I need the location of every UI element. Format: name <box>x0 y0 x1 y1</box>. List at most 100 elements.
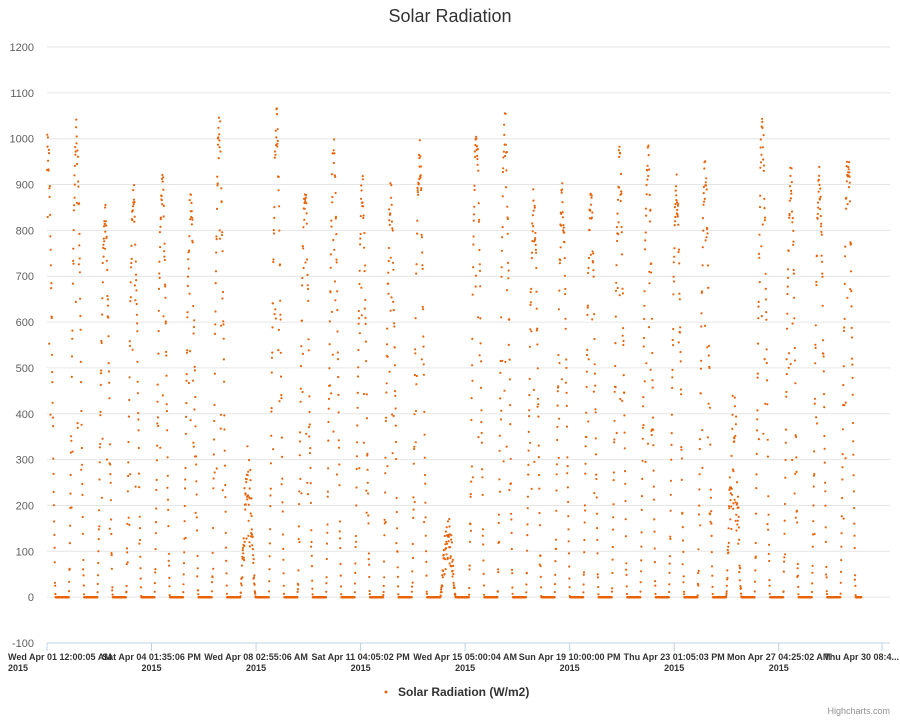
data-point <box>411 585 414 588</box>
data-point <box>709 443 712 446</box>
data-point <box>844 245 847 248</box>
data-point <box>366 481 369 484</box>
data-point <box>389 182 392 185</box>
data-point <box>54 584 57 587</box>
data-point <box>585 353 589 357</box>
data-point <box>156 416 159 419</box>
data-point <box>792 268 795 272</box>
data-point <box>698 488 701 491</box>
data-point <box>154 521 158 524</box>
data-point <box>74 300 77 303</box>
data-point <box>732 502 735 505</box>
data-point <box>390 296 393 299</box>
data-point <box>336 309 339 312</box>
data-point <box>480 421 483 424</box>
data-point <box>110 567 113 570</box>
data-point <box>585 370 588 373</box>
data-point <box>594 411 597 414</box>
data-point <box>700 290 704 293</box>
data-point <box>531 230 534 233</box>
data-point <box>841 466 844 469</box>
data-point <box>339 546 342 550</box>
data-point <box>783 532 786 535</box>
data-point <box>211 551 214 555</box>
data-point <box>591 261 595 264</box>
data-point <box>586 304 590 307</box>
data-point <box>537 456 541 459</box>
data-point <box>97 538 100 541</box>
data-point <box>130 244 133 247</box>
data-point <box>756 418 759 421</box>
data-point <box>191 379 195 382</box>
data-point <box>765 361 768 365</box>
data-point <box>672 275 675 278</box>
data-point <box>281 510 284 513</box>
data-point <box>52 504 56 507</box>
data-point <box>448 562 451 565</box>
data-point <box>439 594 442 597</box>
data-point <box>74 153 77 156</box>
data-point <box>738 538 741 541</box>
data-point <box>672 327 675 331</box>
data-point <box>443 572 446 576</box>
data-point <box>138 515 141 518</box>
data-point <box>612 503 615 506</box>
legend[interactable]: Solar Radiation (W/m2) <box>384 685 530 699</box>
legend-label[interactable]: Solar Radiation (W/m2) <box>398 685 529 699</box>
data-point <box>646 169 649 172</box>
data-point <box>645 183 648 187</box>
data-point <box>524 596 528 599</box>
data-point <box>478 218 481 221</box>
data-point <box>70 375 73 378</box>
data-point <box>702 192 705 195</box>
data-point <box>668 562 671 565</box>
data-point <box>532 225 535 228</box>
data-point <box>50 316 53 320</box>
data-point <box>625 585 628 588</box>
data-point <box>125 563 128 566</box>
data-point <box>394 424 397 427</box>
y-tick-label: -100 <box>12 638 34 650</box>
data-point <box>582 573 585 576</box>
data-point <box>625 568 628 571</box>
data-point <box>782 596 785 599</box>
data-point <box>645 193 648 196</box>
data-point <box>195 529 199 532</box>
data-point <box>479 342 482 345</box>
data-point <box>728 507 731 510</box>
data-point <box>674 185 678 188</box>
data-point <box>421 264 424 267</box>
data-point <box>756 376 759 379</box>
data-point <box>669 479 673 482</box>
data-point <box>69 524 72 527</box>
data-point <box>134 260 137 263</box>
data-point <box>104 220 107 223</box>
data-point <box>247 459 251 462</box>
data-point <box>708 406 712 409</box>
credits-link[interactable]: Highcharts.com <box>827 706 890 716</box>
data-point <box>677 341 680 344</box>
data-point <box>243 544 246 548</box>
data-point <box>138 527 141 530</box>
data-point <box>449 557 452 560</box>
data-point <box>111 593 114 596</box>
data-point <box>386 327 389 330</box>
data-point <box>754 569 757 572</box>
data-point <box>244 508 247 511</box>
data-point <box>239 591 242 594</box>
data-point <box>49 264 53 267</box>
data-point <box>73 164 77 167</box>
data-point <box>47 169 50 172</box>
data-point <box>72 209 75 212</box>
data-point <box>841 478 844 481</box>
data-point <box>757 305 760 308</box>
data-point <box>582 571 586 574</box>
data-point <box>559 259 562 262</box>
data-point <box>72 262 75 265</box>
data-point <box>214 270 218 273</box>
data-point <box>251 535 254 538</box>
data-point <box>338 520 341 523</box>
data-point <box>815 280 818 283</box>
data-point <box>244 503 247 506</box>
data-point <box>69 451 72 454</box>
